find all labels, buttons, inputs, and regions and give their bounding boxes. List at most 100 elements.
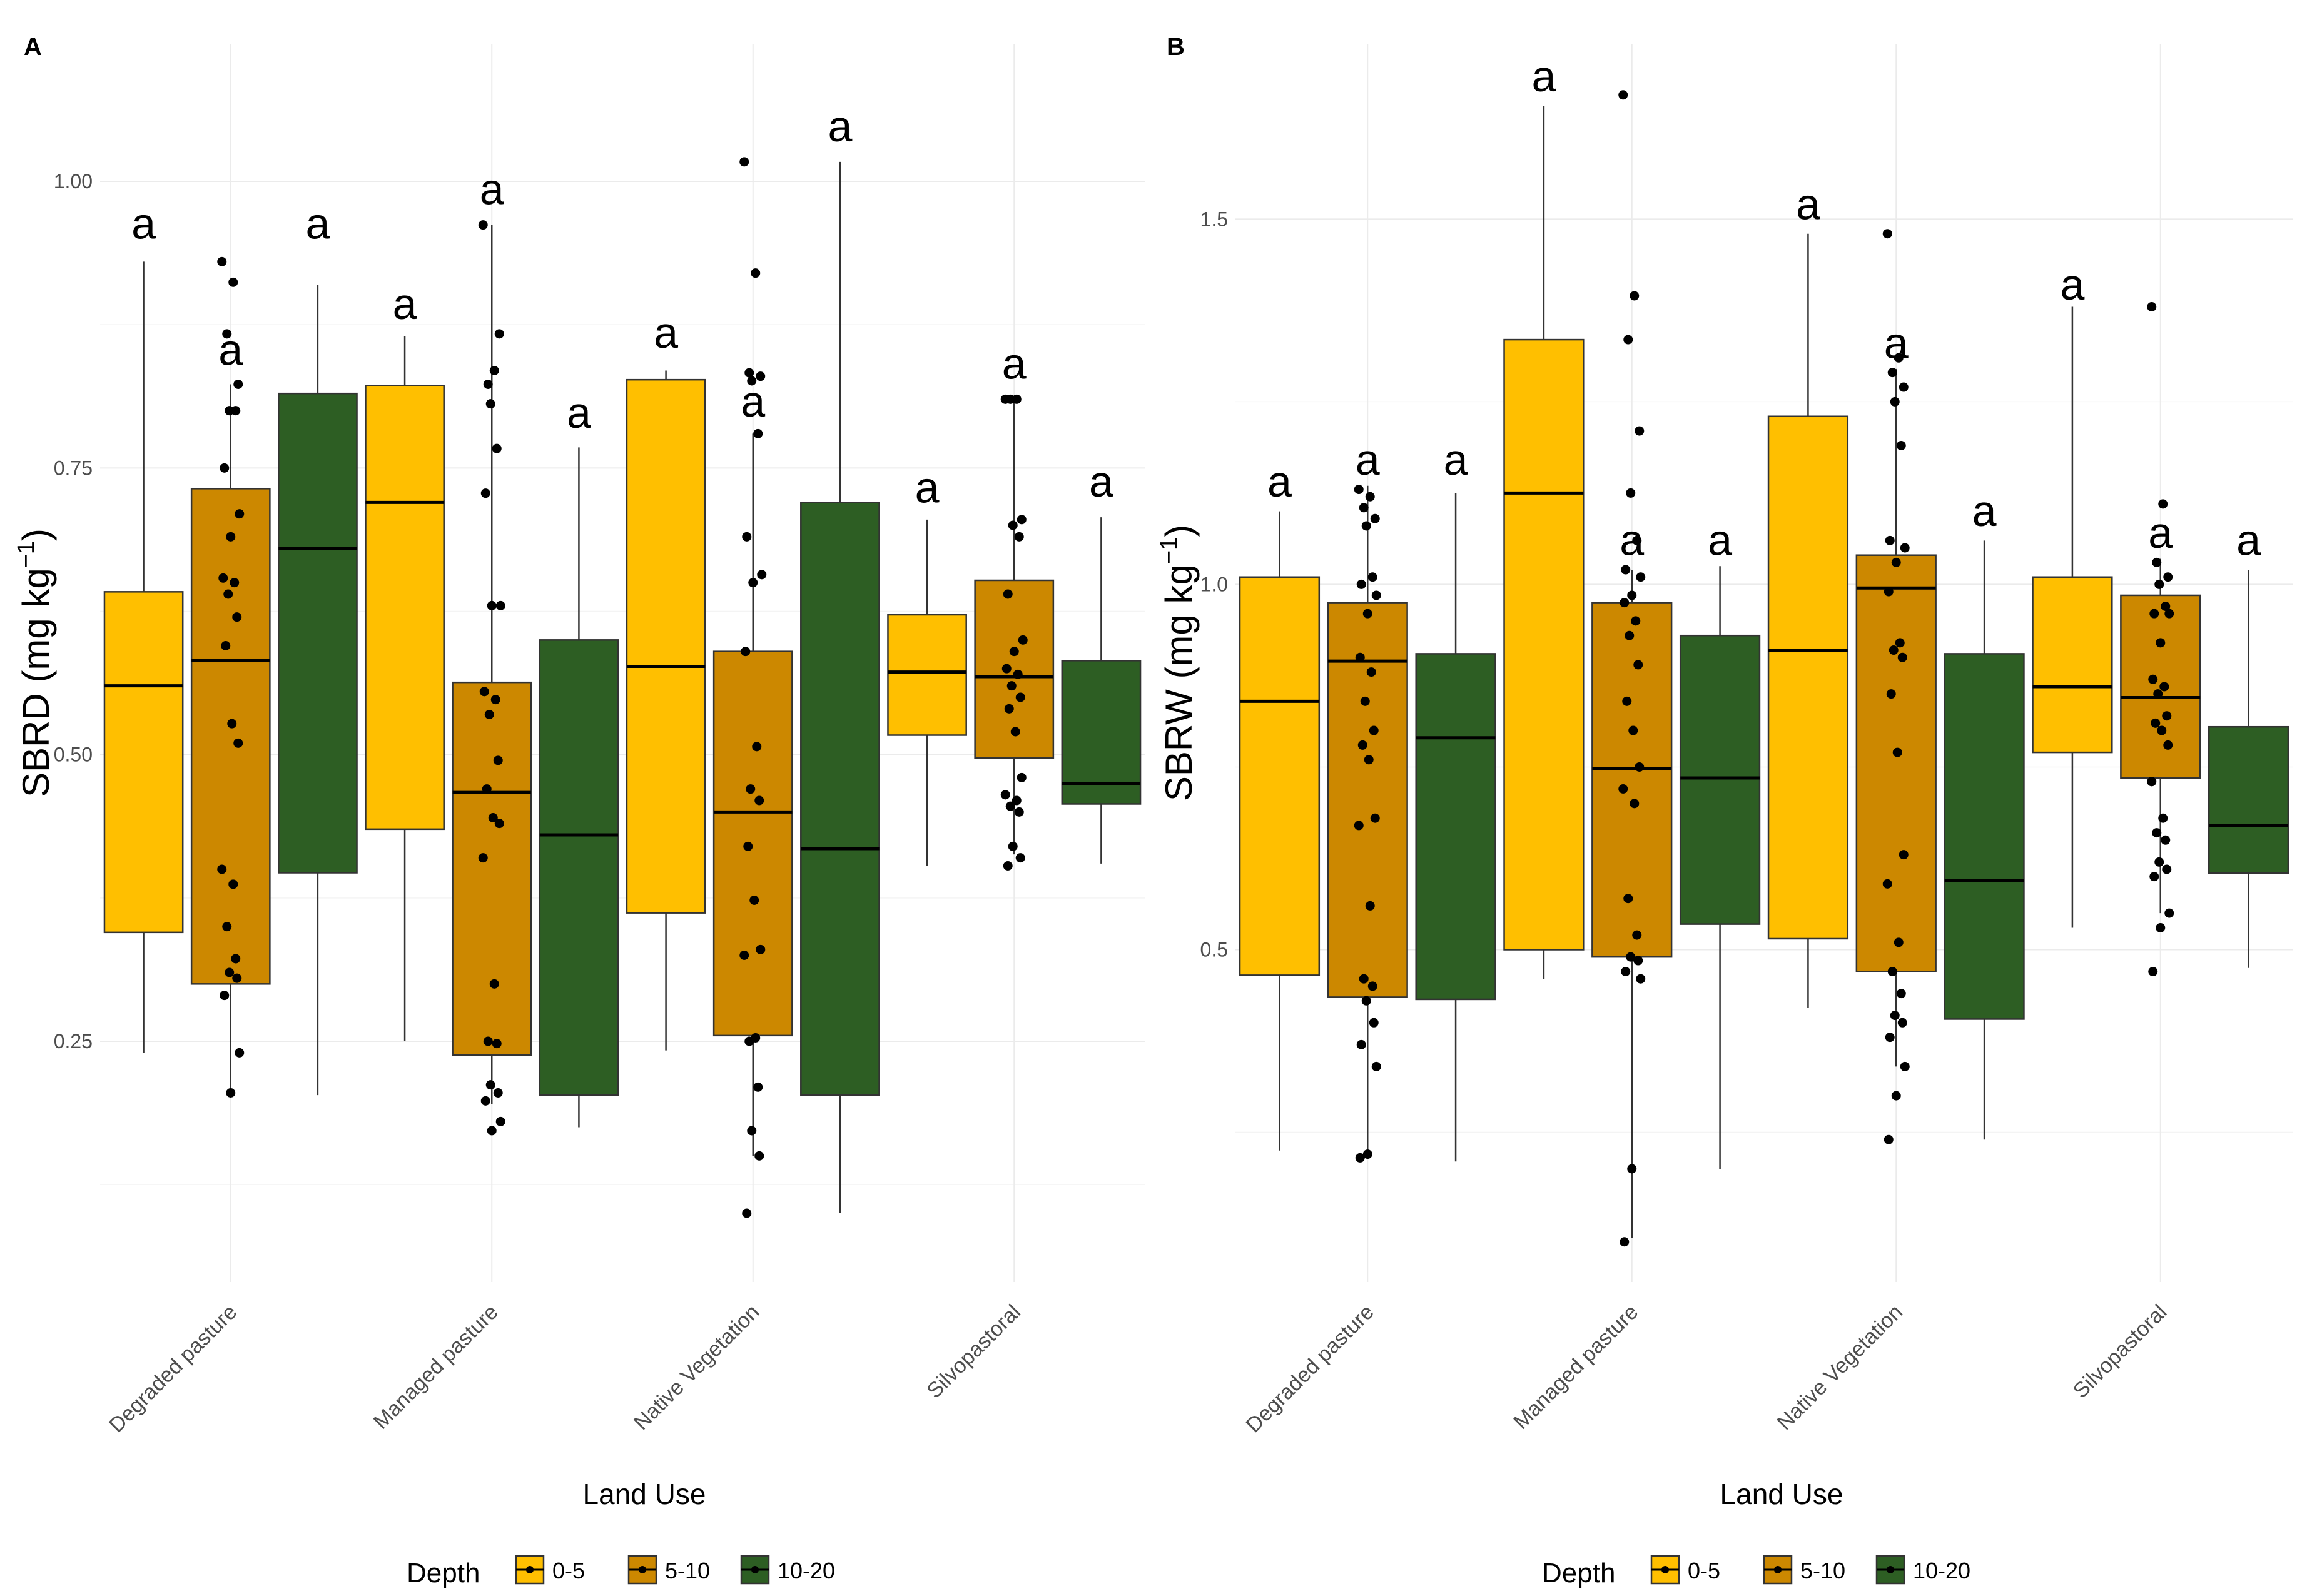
x-tick-label: Native Vegetation: [629, 1300, 764, 1435]
legend-title: Depth: [1542, 1558, 1615, 1588]
significance-letter: a: [1356, 435, 1380, 484]
box-10-20: a: [1415, 435, 1496, 1162]
data-point: [222, 329, 232, 339]
significance-letter: a: [1444, 435, 1468, 484]
box-rect: [2032, 576, 2113, 754]
box-rect: [539, 639, 619, 1096]
data-point: [492, 1039, 502, 1049]
data-point: [235, 1048, 245, 1058]
data-point: [754, 1151, 764, 1161]
box-0-5: a: [626, 308, 706, 1051]
data-point: [1354, 821, 1364, 831]
data-point: [1361, 996, 1371, 1006]
legend-key-point: [526, 1566, 534, 1573]
data-point: [490, 695, 500, 705]
legend-item-10-20: 10-20: [1875, 1555, 1970, 1585]
data-point: [1366, 667, 1376, 677]
box-5-10: a: [1591, 516, 1673, 1238]
data-point: [479, 687, 489, 697]
box-0-5: a: [887, 463, 967, 866]
data-point: [1357, 740, 1367, 750]
box-rect: [1239, 576, 1321, 976]
data-point: [1627, 590, 1637, 600]
data-point: [222, 922, 232, 932]
data-point: [1896, 989, 1906, 999]
box-rect: [887, 614, 967, 736]
y-axis-title: SBRW (mg kg−1): [1156, 525, 1200, 801]
data-point: [742, 1208, 752, 1218]
data-point: [1628, 725, 1638, 735]
data-point: [2156, 638, 2166, 648]
data-point: [1622, 696, 1632, 706]
data-point: [1885, 1033, 1895, 1043]
legend-item-0-5: 0-5: [1650, 1555, 1720, 1585]
data-point: [1618, 784, 1628, 794]
data-point: [1887, 368, 1897, 378]
data-point: [1895, 638, 1905, 648]
data-point: [1882, 879, 1892, 889]
box-0-5: a: [1767, 179, 1849, 1008]
data-point: [220, 991, 230, 1001]
data-point: [1013, 669, 1023, 679]
significance-letter: a: [1972, 487, 1997, 535]
data-point: [1005, 394, 1015, 404]
data-point: [2161, 835, 2171, 845]
x-tick-label: Degraded pasture: [1242, 1300, 1379, 1437]
data-point: [485, 399, 495, 409]
data-point: [1355, 652, 1365, 662]
data-point: [233, 738, 243, 748]
data-point: [2147, 302, 2157, 312]
data-point: [2154, 857, 2164, 867]
data-point: [228, 277, 238, 287]
data-point: [1635, 762, 1645, 772]
data-point: [1367, 981, 1377, 991]
data-point: [1000, 790, 1010, 800]
data-point: [1631, 616, 1641, 626]
data-point: [495, 1116, 505, 1126]
box-5-10: a: [974, 339, 1055, 855]
box-10-20: a: [1061, 457, 1142, 864]
data-point: [492, 443, 502, 453]
data-point: [1371, 1061, 1381, 1071]
box-rect: [712, 650, 793, 1037]
data-point: [742, 532, 752, 542]
box-5-10: a: [712, 377, 793, 1156]
data-point: [1889, 645, 1899, 655]
significance-letter: a: [2148, 508, 2173, 557]
data-point: [1362, 609, 1372, 619]
data-point: [2152, 557, 2162, 567]
data-point: [1633, 956, 1643, 966]
box-10-20: a: [278, 200, 358, 1096]
data-point: [227, 719, 237, 729]
data-point: [1897, 1018, 1907, 1028]
data-point: [752, 742, 762, 752]
x-tick-label: Native Vegetation: [1773, 1300, 1907, 1435]
data-point: [1359, 974, 1369, 984]
data-point: [2163, 740, 2173, 750]
box-rect: [1591, 602, 1673, 958]
box-10-20: a: [1679, 516, 1761, 1169]
significance-letter: a: [131, 200, 156, 248]
data-point: [1636, 974, 1646, 984]
significance-letter: a: [567, 388, 591, 437]
data-point: [1370, 513, 1380, 523]
data-point: [1356, 579, 1366, 589]
data-point: [2152, 828, 2162, 838]
data-point: [2148, 674, 2158, 684]
significance-letter: a: [915, 463, 940, 512]
data-point: [744, 1036, 754, 1046]
data-point: [1356, 1039, 1366, 1049]
significance-letter: a: [828, 102, 852, 151]
data-point: [1625, 630, 1635, 640]
data-point: [231, 954, 241, 964]
data-point: [1897, 652, 1907, 662]
legend-label: 5-10: [665, 1558, 710, 1583]
box-rect: [365, 385, 445, 831]
y-tick-label: 0.50: [54, 744, 93, 766]
data-point: [1361, 521, 1371, 531]
data-point: [1008, 841, 1018, 851]
data-point: [1003, 861, 1013, 871]
box-rect: [103, 591, 184, 934]
data-point: [489, 366, 499, 375]
